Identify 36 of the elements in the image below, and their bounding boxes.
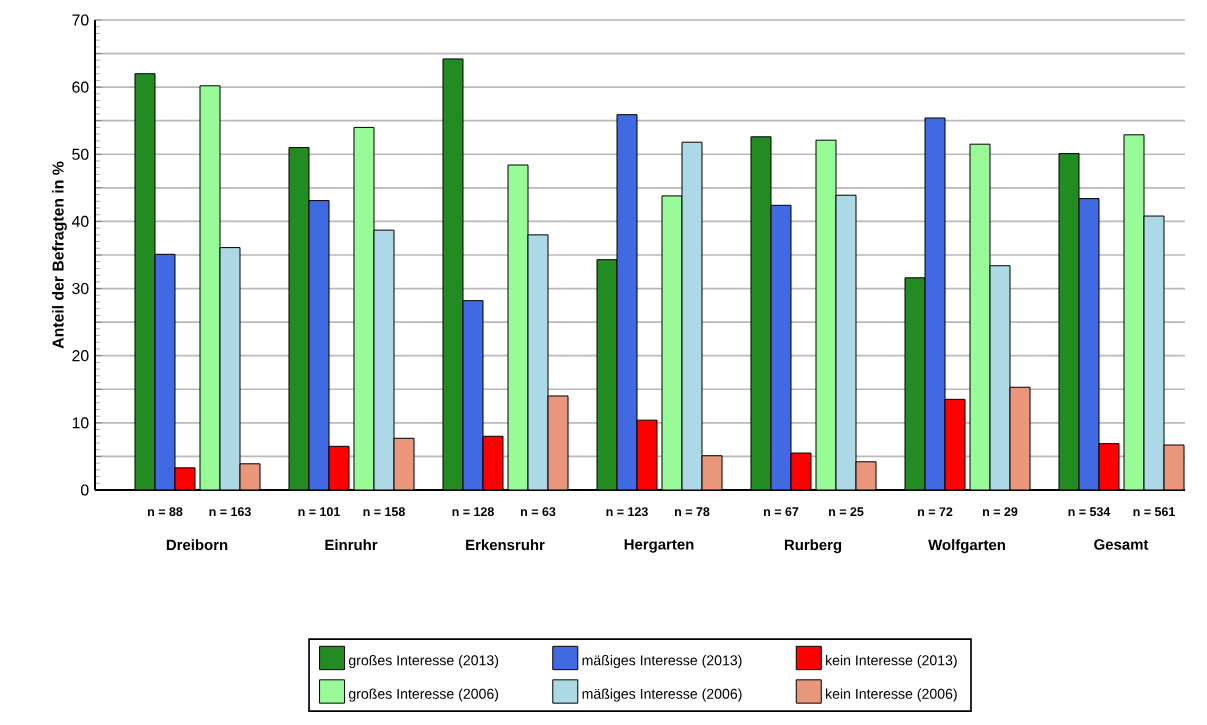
- text: n = 123: [606, 507, 648, 517]
- text: n = 158: [363, 507, 405, 517]
- x-tick-label: Wolfgarten: [928, 539, 1005, 554]
- y-tick-label: 70: [72, 14, 89, 26]
- y-tick-label: 40: [71, 215, 89, 227]
- x-tick-label: Dreiborn: [166, 539, 228, 551]
- y-tick-label: 0: [80, 484, 89, 496]
- y-tick-label: 30: [72, 282, 89, 295]
- legend-label: kein Interesse (2006): [826, 688, 957, 702]
- text: n = 561: [1133, 507, 1175, 517]
- text: n = 128: [452, 507, 494, 517]
- legend-label: großes Interesse (2013): [348, 654, 499, 669]
- x-tick-label: Gesamt: [1094, 539, 1149, 550]
- text: n = 88: [148, 507, 183, 517]
- legend-label: kein Interesse (2013): [826, 654, 957, 669]
- legend-label: mäßiges Interesse (2006): [582, 688, 742, 702]
- y-tick-label: 50: [72, 148, 89, 160]
- text: n = 101: [298, 507, 340, 517]
- x-tick-label: Erkensruhr: [466, 539, 545, 551]
- text: n = 72: [918, 507, 953, 516]
- x-tick-label: Einruhr: [325, 539, 378, 551]
- text: n = 25: [829, 507, 864, 517]
- legend-label: mäßiges Interesse (2013): [582, 654, 742, 669]
- y-tick-label: 10: [72, 417, 89, 429]
- text: n = 78: [675, 507, 710, 517]
- y-tick-label: 60: [72, 81, 89, 93]
- y-tick-label: 20: [72, 350, 89, 362]
- text: n = 534: [1068, 507, 1111, 517]
- text: n = 63: [521, 507, 556, 517]
- x-tick-label: Rurberg: [784, 539, 842, 554]
- text: n = 67: [764, 507, 799, 517]
- x-tick-label: Hergarten: [624, 539, 694, 553]
- legend-label: großes Interesse (2006): [348, 688, 499, 702]
- text: n = 163: [209, 507, 251, 517]
- text: n = 29: [983, 507, 1018, 517]
- y-axis-title: Anteil der Befragten in %: [52, 161, 67, 349]
